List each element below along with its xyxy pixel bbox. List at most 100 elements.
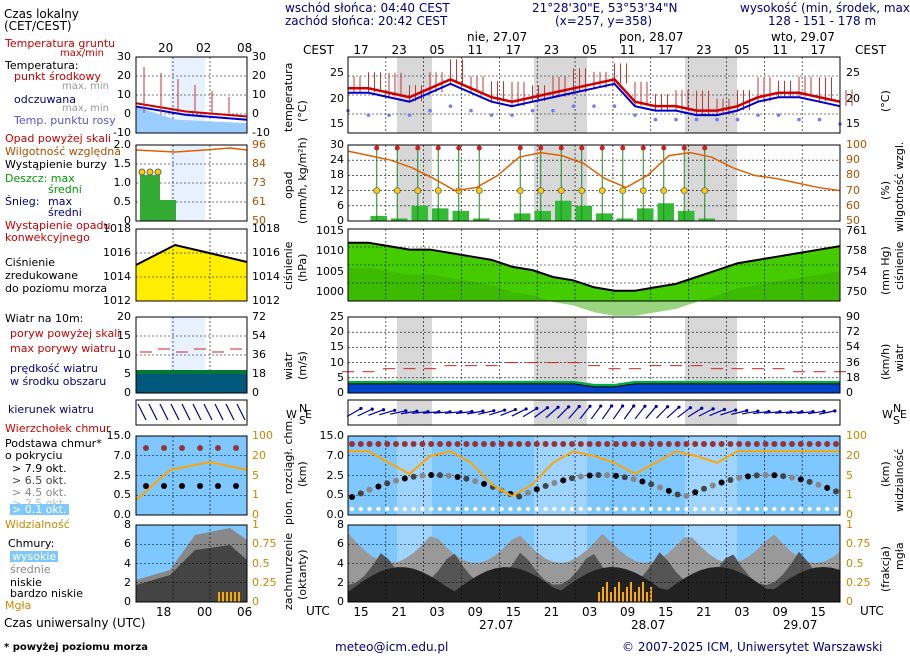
left-fog-bar	[234, 592, 236, 602]
left-storm-marker	[146, 168, 154, 176]
left-cloud-low	[136, 545, 247, 602]
sunrise-text: wschód słońca: 04:40 CEST	[285, 1, 450, 15]
cloud-top-dot	[366, 441, 373, 447]
fog-left-tick: 0.75	[252, 537, 277, 551]
cloud-low-dot	[737, 506, 742, 512]
axis-vis-title: widzialność	[893, 448, 906, 512]
storm-marker	[393, 187, 401, 195]
wind-arrow-head	[700, 406, 704, 410]
cloud-top-dot	[419, 441, 426, 447]
dew-dot	[489, 113, 494, 117]
left-cover-frame	[135, 524, 248, 603]
temp-left-tick-r: 0	[252, 107, 259, 120]
precip-tick: 0	[337, 214, 344, 227]
hour-bottom: 21	[391, 605, 407, 619]
left-temp-area	[136, 106, 247, 133]
wind-arrow-head	[393, 408, 397, 412]
hour-bottom: 09	[620, 605, 636, 619]
dew-dot	[366, 113, 371, 117]
cloud-top-dot	[595, 441, 602, 447]
compass-N: N	[893, 402, 902, 415]
left-cloud-top	[179, 445, 185, 451]
fog-bar	[598, 592, 600, 602]
axis-temp-unit: (°C)	[296, 100, 309, 122]
fog-bar	[630, 582, 632, 602]
wind-arrow-head	[756, 409, 760, 413]
precip-tick: 12	[330, 183, 344, 197]
storm-marker	[639, 187, 647, 195]
dew-dot	[510, 113, 514, 117]
cloud-top-dot	[815, 441, 822, 447]
wind-arrow	[534, 407, 548, 418]
left-wind-arrow	[203, 403, 213, 421]
compass-E: E	[900, 408, 907, 421]
wind-arrow-head	[588, 404, 592, 408]
legend-snow: Śnieg:	[5, 195, 40, 208]
email-link[interactable]: meteo@icm.edu.pl	[335, 640, 449, 654]
day-label: pon, 28.07	[619, 30, 684, 44]
fog-left-tick: 1	[252, 518, 259, 531]
cloud-low-dot	[701, 506, 707, 512]
storm-marker	[434, 187, 442, 195]
wind-left-tick: 10	[117, 348, 131, 361]
wind-main-tick-r: 0	[846, 386, 853, 399]
cloud-low-dot	[666, 506, 671, 512]
cloud-low-dot	[657, 506, 663, 512]
dew-dot	[797, 117, 801, 122]
cloud-low-dot	[675, 506, 680, 512]
left-cloud-top	[233, 445, 239, 451]
rain-bar	[637, 208, 654, 221]
wind-arrow	[568, 406, 580, 419]
legend-ok45: > 4.5 okt.	[12, 486, 67, 499]
left-wind-arrow	[225, 403, 235, 421]
legend-mid-point: punkt środkowy	[14, 70, 102, 83]
wind-arrow-head	[833, 409, 837, 413]
vis-left-tick: 0	[252, 508, 259, 521]
press-main-tick: 1015	[316, 224, 344, 237]
hour-bottom: 09	[467, 605, 483, 619]
cover-left-tick: 2	[124, 575, 131, 589]
cloud-left-tick: 0.0	[113, 508, 132, 521]
wind-left-tick-r: 18	[252, 367, 266, 380]
cloud-low-dot	[587, 506, 592, 512]
sunset-text: zachód słońca: 20:42 CEST	[285, 14, 448, 28]
fog-bar	[610, 592, 612, 602]
dew-dot	[674, 117, 678, 122]
wind-arrow	[763, 411, 781, 414]
cloud-base-dot	[657, 484, 663, 491]
cloud-base-dot	[551, 479, 558, 486]
legend-ok01: > 0.1 okt.	[10, 503, 69, 516]
temp-main-tick-r: 25	[846, 66, 860, 79]
cloud-low-dot	[437, 506, 443, 512]
left-visibility	[135, 460, 248, 501]
left-wind-arrow	[214, 403, 224, 421]
wind-arrow-head	[481, 409, 485, 413]
legend-pressure3: do poziomu morza	[5, 282, 108, 295]
press-main-tick: 1010	[316, 244, 344, 258]
wind-arrow-head	[503, 408, 507, 412]
rain-bar	[411, 205, 428, 221]
hour-top: 17	[810, 43, 826, 57]
cloud-low-dot	[807, 506, 812, 512]
wind-main-tick: 15	[330, 340, 344, 354]
cloud-low-dot	[631, 506, 636, 512]
cloud-top-dot	[727, 441, 734, 447]
legend-rain: Deszcz: max	[5, 172, 75, 185]
cloud-low-dot	[358, 506, 363, 512]
wind-arrow	[677, 407, 691, 418]
temp-main-tick-r: 15	[846, 117, 860, 130]
fog-bar	[606, 582, 608, 602]
left-fog-bar	[222, 592, 224, 602]
cloud-top-dot	[692, 441, 699, 447]
temp-main-tick-r: 20	[846, 91, 860, 105]
wind-arrow-head	[567, 405, 571, 409]
humid-tick: 50	[846, 214, 860, 227]
left-cloud-top	[161, 445, 167, 451]
legend-max-min: max, min	[62, 81, 110, 92]
hour-top: 11	[772, 43, 788, 57]
temp-main-tick: 20	[330, 91, 344, 105]
dew-dot	[735, 117, 740, 122]
cloud-top-dot	[577, 441, 584, 447]
cloud-top-dot	[648, 441, 655, 447]
cloud-top-dot	[481, 441, 487, 447]
